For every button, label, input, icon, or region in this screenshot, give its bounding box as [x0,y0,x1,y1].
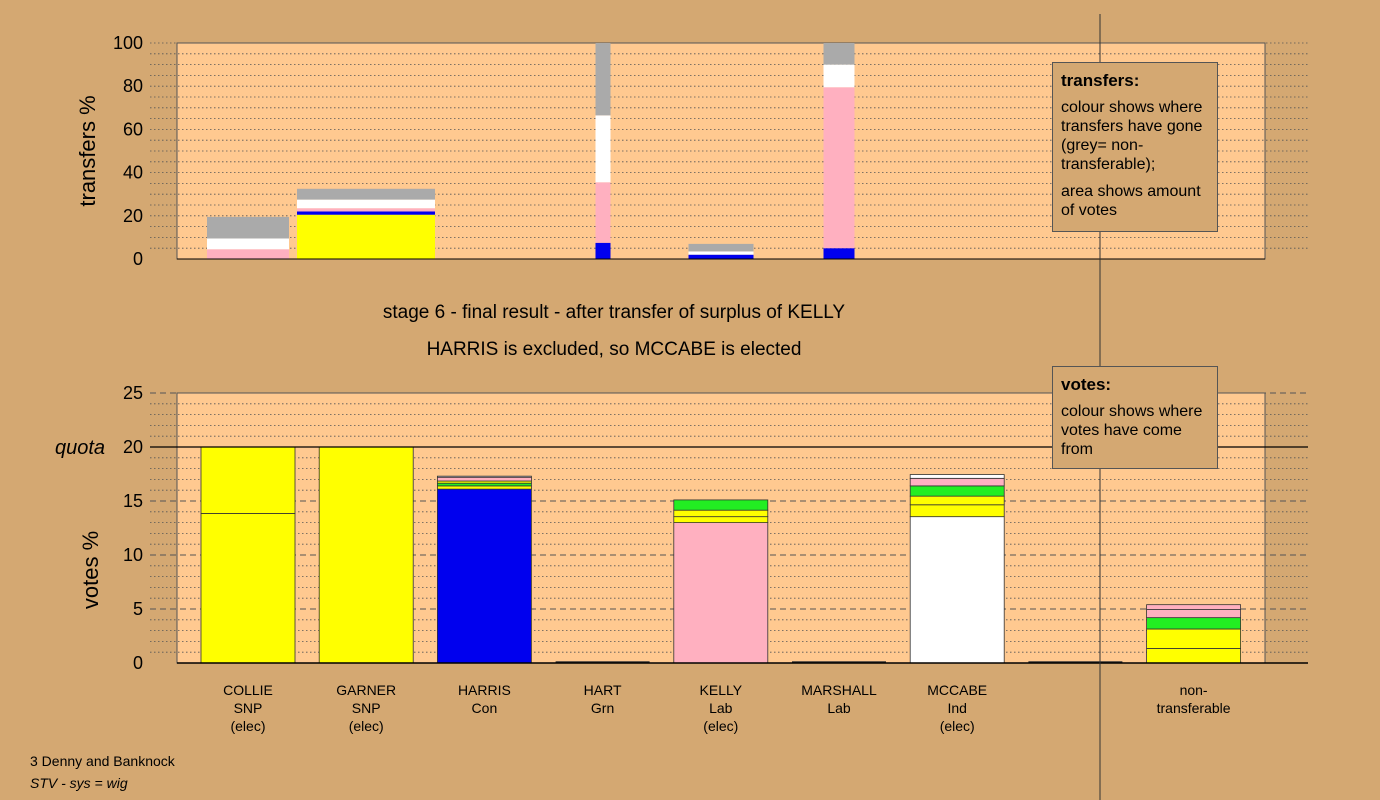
vote-segment [909,516,1005,664]
transfers-bars [207,43,855,259]
votes-legend: votes: colour shows where votes have com… [1052,366,1218,469]
vote-segment [673,509,769,518]
vote-segment [436,476,532,482]
transfer-segment-collie [207,216,289,239]
system-label: STV - sys = wig [30,775,128,791]
votes-legend-title: votes: [1061,375,1112,394]
transfers-legend-title: transfers: [1061,71,1140,90]
candidate-label: COLLIE [223,682,273,698]
transfer-segment-mccabe [823,248,855,259]
vote-segment [436,488,532,664]
transfer-segment-marshall [688,254,754,259]
candidate-label: Ind [947,700,966,716]
transfers-y-ticks: 0 20 40 60 80 100 [113,33,143,269]
candidate-label: GARNER [336,682,396,698]
transfers-y-tick-label: 0 [133,249,143,269]
candidate-label: (elec) [230,718,265,734]
candidate-label: Grn [591,700,614,716]
candidate-label: Lab [827,700,851,716]
transfers-y-tick-label: 80 [123,76,143,96]
transfer-segment-garner [297,199,435,209]
vote-segment [318,446,414,664]
transfers-y-tick-label: 40 [123,163,143,183]
transfer-segment-garner [297,211,435,215]
votes-y-axis-label: votes % [78,531,103,609]
votes-y-tick-label: 15 [123,491,143,511]
vote-segment [909,477,1005,487]
votes-y-tick-label: 25 [123,383,143,403]
candidate-label: non- [1180,682,1208,698]
transfer-segment-collie [207,238,289,250]
ward-name: 3 Denny and Banknock [30,753,175,769]
votes-y-tick-label: 0 [133,653,143,673]
transfers-y-tick-label: 100 [113,33,143,53]
votes-bars [200,446,1241,664]
candidate-label: SNP [234,700,263,716]
transfer-segment-hart [595,115,611,183]
quota-label: quota [55,437,105,459]
transfer-segment-collie [207,249,289,259]
votes-y-tick-label: 10 [123,545,143,565]
candidate-label: MCCABE [927,682,987,698]
votes-y-ticks: 0 5 10 15 20 25 [123,383,143,673]
transfer-segment-garner [297,208,435,212]
votes-y-tick-label: 20 [123,437,143,457]
transfer-segment-hart [595,242,611,259]
transfers-legend-text-2: area shows amount of votes [1061,183,1201,219]
vote-segment [909,474,1005,479]
vote-segment [909,504,1005,518]
candidate-label: transferable [1157,700,1231,716]
transfer-segment-mccabe [823,43,855,65]
candidate-label: HART [584,682,622,698]
transfer-segment-garner [297,214,435,259]
votes-legend-text: colour shows where votes have come from [1061,403,1203,458]
vote-segment [436,482,532,487]
candidate-label: Con [472,700,498,716]
candidate-label: (elec) [940,718,975,734]
transfer-segment-mccabe [823,87,855,249]
vote-segment [909,485,1005,497]
transfer-segment-mccabe [823,64,855,88]
vote-segment [1146,648,1241,664]
vote-segment [1146,628,1241,649]
vote-segment [909,495,1005,506]
transfer-segment-hart [595,182,611,243]
vote-segment [200,513,296,664]
transfer-segment-hart [595,43,611,116]
candidate-label: Lab [709,700,733,716]
transfer-segment-garner [297,188,435,200]
vote-segment [1146,617,1241,630]
candidate-labels: COLLIE SNP (elec) GARNER SNP (elec) HARRIS Con H… [223,682,1231,734]
vote-segment [673,516,769,523]
transfers-legend-text-1: colour shows where transfers have gone (… [1061,99,1203,173]
vote-segment [673,522,769,664]
vote-segment [436,475,532,478]
transfer-segment-marshall [688,251,754,255]
candidate-label: HARRIS [458,682,511,698]
stage-caption: stage 6 - final result - after transfer … [383,302,846,323]
vote-segment [436,485,532,490]
candidate-label: (elec) [703,718,738,734]
transfers-y-axis-label: transfers % [75,95,100,206]
transfer-segment-marshall [688,243,754,252]
transfers-legend: transfers: colour shows where transfers … [1052,62,1218,232]
transfers-y-tick-label: 60 [123,119,143,139]
vote-segment [673,499,769,511]
candidate-label: (elec) [349,718,384,734]
vote-segment [200,446,296,514]
candidate-label: KELLY [700,682,743,698]
candidate-label: MARSHALL [801,682,877,698]
vote-segment [1146,609,1241,619]
votes-y-tick-label: 5 [133,599,143,619]
candidate-label: SNP [352,700,381,716]
transfers-y-tick-label: 20 [123,206,143,226]
result-caption: HARRIS is excluded, so MCCABE is elected [427,339,802,360]
vote-segment [1146,604,1241,610]
